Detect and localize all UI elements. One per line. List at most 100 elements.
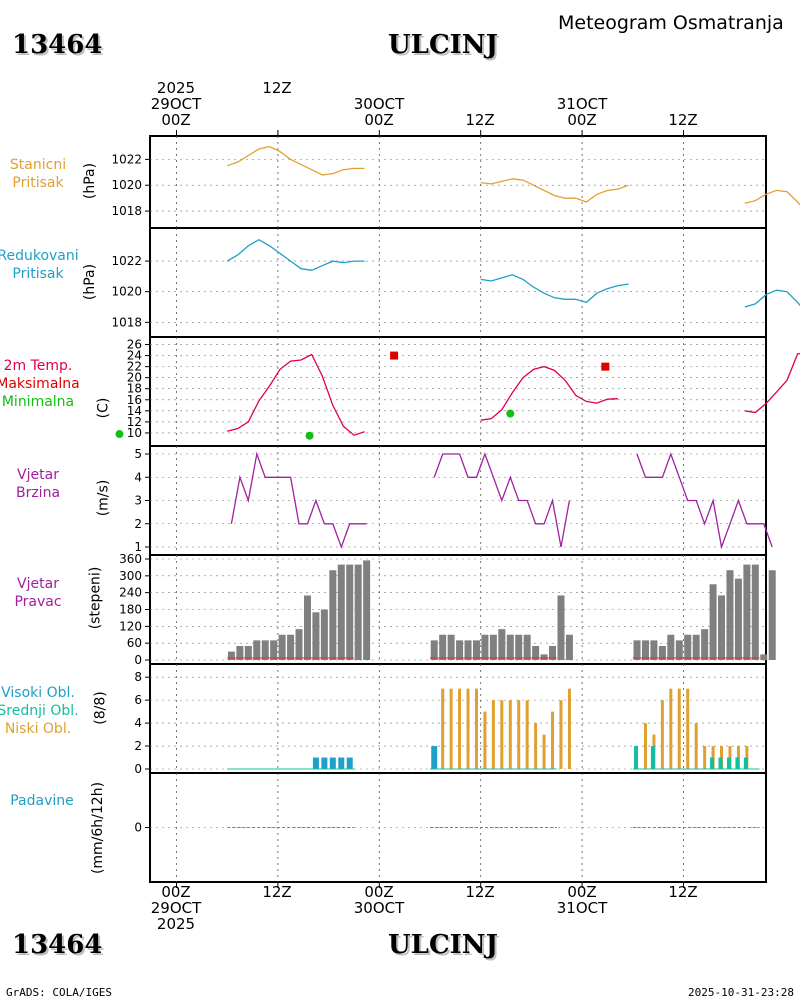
wind-dir-bar xyxy=(472,640,480,660)
wind-dir-bar xyxy=(456,640,464,660)
wind-dir-bar xyxy=(557,595,565,660)
y-tick-label: 2 xyxy=(134,517,142,531)
y-tick-label: 1018 xyxy=(111,315,142,329)
wind-dir-bar xyxy=(481,634,489,660)
y-tick-label: 0 xyxy=(134,653,142,667)
min-temp-marker xyxy=(115,430,124,439)
y-tick-label: 360 xyxy=(119,552,142,566)
y-tick-label: 18 xyxy=(127,382,142,396)
y-tick-label: 16 xyxy=(127,393,142,407)
y-tick-label: 1018 xyxy=(111,204,142,218)
y-tick-label: 10 xyxy=(127,426,142,440)
time-bottom-2: 00Z 30OCT xyxy=(353,883,405,917)
wind-dir-bar xyxy=(439,634,447,660)
wind-dir-bar xyxy=(633,640,641,660)
wind-dir-bar xyxy=(718,595,726,660)
panel-frame xyxy=(149,135,767,229)
wind-dir-bar xyxy=(675,640,683,660)
low-cloud-bar xyxy=(449,688,453,769)
y-tick-label: 26 xyxy=(127,338,142,352)
wind-dir-bar xyxy=(684,634,692,660)
low-cloud-bar xyxy=(534,723,538,769)
high-cloud-bar xyxy=(329,757,336,769)
y-tick-label: 1022 xyxy=(111,152,142,166)
high-cloud-bar xyxy=(312,757,319,769)
low-cloud-bar xyxy=(466,688,470,769)
wind-dir-bar xyxy=(464,640,472,660)
panel-frame xyxy=(149,227,767,338)
y-tick-label: 1020 xyxy=(111,178,142,192)
wind-dir-bar xyxy=(540,654,548,660)
y-tick-label: 20 xyxy=(127,371,142,385)
y-tick-label: 1 xyxy=(134,540,142,554)
wind-dir-bar xyxy=(489,634,497,660)
panel-frame xyxy=(149,336,767,447)
label-temperature: 2m Temp. Maksimalna Minimalna xyxy=(0,358,80,410)
time-bottom-4: 00Z 31OCT xyxy=(556,883,608,917)
low-cloud-bar xyxy=(660,700,664,769)
y-tick-label: 0 xyxy=(134,762,142,776)
high-cloud-bar xyxy=(431,746,438,769)
wind-dir-bar xyxy=(312,612,320,660)
label-wind-dir: Vjetar Pravac xyxy=(14,576,62,610)
temperature-line xyxy=(227,352,800,436)
low-cloud-bar xyxy=(677,688,681,769)
wind-speed-line xyxy=(230,451,773,550)
time-bottom-1: 12Z xyxy=(262,883,292,901)
y-tick-label: 300 xyxy=(119,569,142,583)
high-cloud-bar xyxy=(346,757,353,769)
wind-dir-bar xyxy=(270,640,278,660)
wind-dir-bar xyxy=(498,629,506,660)
mid-cloud-bar xyxy=(726,757,731,769)
station-name-bottom: ULCINJ xyxy=(388,930,498,960)
min-temp-marker xyxy=(305,431,314,440)
wind-dir-bar xyxy=(329,570,337,660)
mid-cloud-bar xyxy=(718,757,723,769)
low-cloud-bar xyxy=(686,688,690,769)
min-temp-marker xyxy=(506,409,515,418)
label-clouds: Visoki Obl. Srednji Obl. Niski Obl. xyxy=(0,685,79,737)
wind-dir-bar xyxy=(549,645,557,660)
wind-dir-bar xyxy=(236,645,244,660)
wind-dir-bar xyxy=(447,634,455,660)
wind-dir-bar xyxy=(295,629,303,660)
wind-dir-bar xyxy=(743,564,751,660)
wind-dir-bar xyxy=(692,634,700,660)
wind-dir-bar xyxy=(709,584,717,660)
max-temp-marker xyxy=(390,351,399,360)
low-cloud-bar xyxy=(525,700,529,769)
mid-cloud-bar xyxy=(710,757,715,769)
wind-dir-bar xyxy=(751,564,759,660)
time-top-5: 12Z xyxy=(668,111,698,129)
wind-dir-bar xyxy=(701,629,709,660)
wind-dir-bar xyxy=(667,634,675,660)
wind-dir-bar xyxy=(363,560,371,660)
station-pressure-line xyxy=(226,145,800,206)
wind-dir-bar xyxy=(337,564,345,660)
y-tick-label: 240 xyxy=(119,586,142,600)
wind-dir-bar xyxy=(515,634,523,660)
meteogram-title: Meteogram Osmatranja xyxy=(558,12,784,34)
panel-frame xyxy=(149,663,767,774)
low-cloud-bar xyxy=(474,688,478,769)
wind-dir-bar xyxy=(261,640,269,660)
low-cloud-bar xyxy=(483,711,487,769)
y-tick-label: 14 xyxy=(127,404,142,418)
label-wind-speed: Vjetar Brzina xyxy=(15,467,61,501)
y-tick-label: 4 xyxy=(134,470,142,484)
time-top-0: 2025 29OCT 00Z xyxy=(150,79,202,129)
y-tick-label: 4 xyxy=(134,716,142,730)
mid-cloud-bar xyxy=(735,757,740,769)
y-tick-label: 2 xyxy=(134,739,142,753)
y-tick-label: 6 xyxy=(134,693,142,707)
y-tick-label: 22 xyxy=(127,360,142,374)
station-name-top: ULCINJ xyxy=(388,30,498,60)
mid-cloud-bar xyxy=(634,746,639,769)
mid-cloud-bar xyxy=(650,746,655,769)
low-cloud-bar xyxy=(703,746,707,769)
wind-dir-bar xyxy=(523,634,531,660)
time-bottom-0: 00Z 29OCT 2025 xyxy=(150,883,202,933)
low-cloud-bar xyxy=(517,700,521,769)
wind-dir-bar xyxy=(287,634,295,660)
